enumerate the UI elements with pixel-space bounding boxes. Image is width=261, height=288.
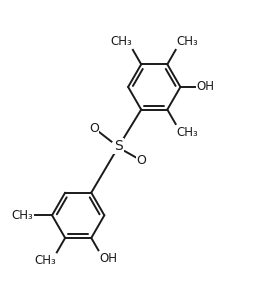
- Text: OH: OH: [197, 80, 215, 93]
- Text: CH₃: CH₃: [177, 126, 198, 139]
- Text: CH₃: CH₃: [12, 209, 33, 222]
- Text: CH₃: CH₃: [177, 35, 198, 48]
- Text: O: O: [89, 122, 99, 135]
- Text: S: S: [114, 139, 123, 154]
- Text: OH: OH: [99, 252, 117, 265]
- Text: CH₃: CH₃: [110, 35, 132, 48]
- Text: CH₃: CH₃: [34, 254, 56, 267]
- Text: O: O: [137, 154, 146, 167]
